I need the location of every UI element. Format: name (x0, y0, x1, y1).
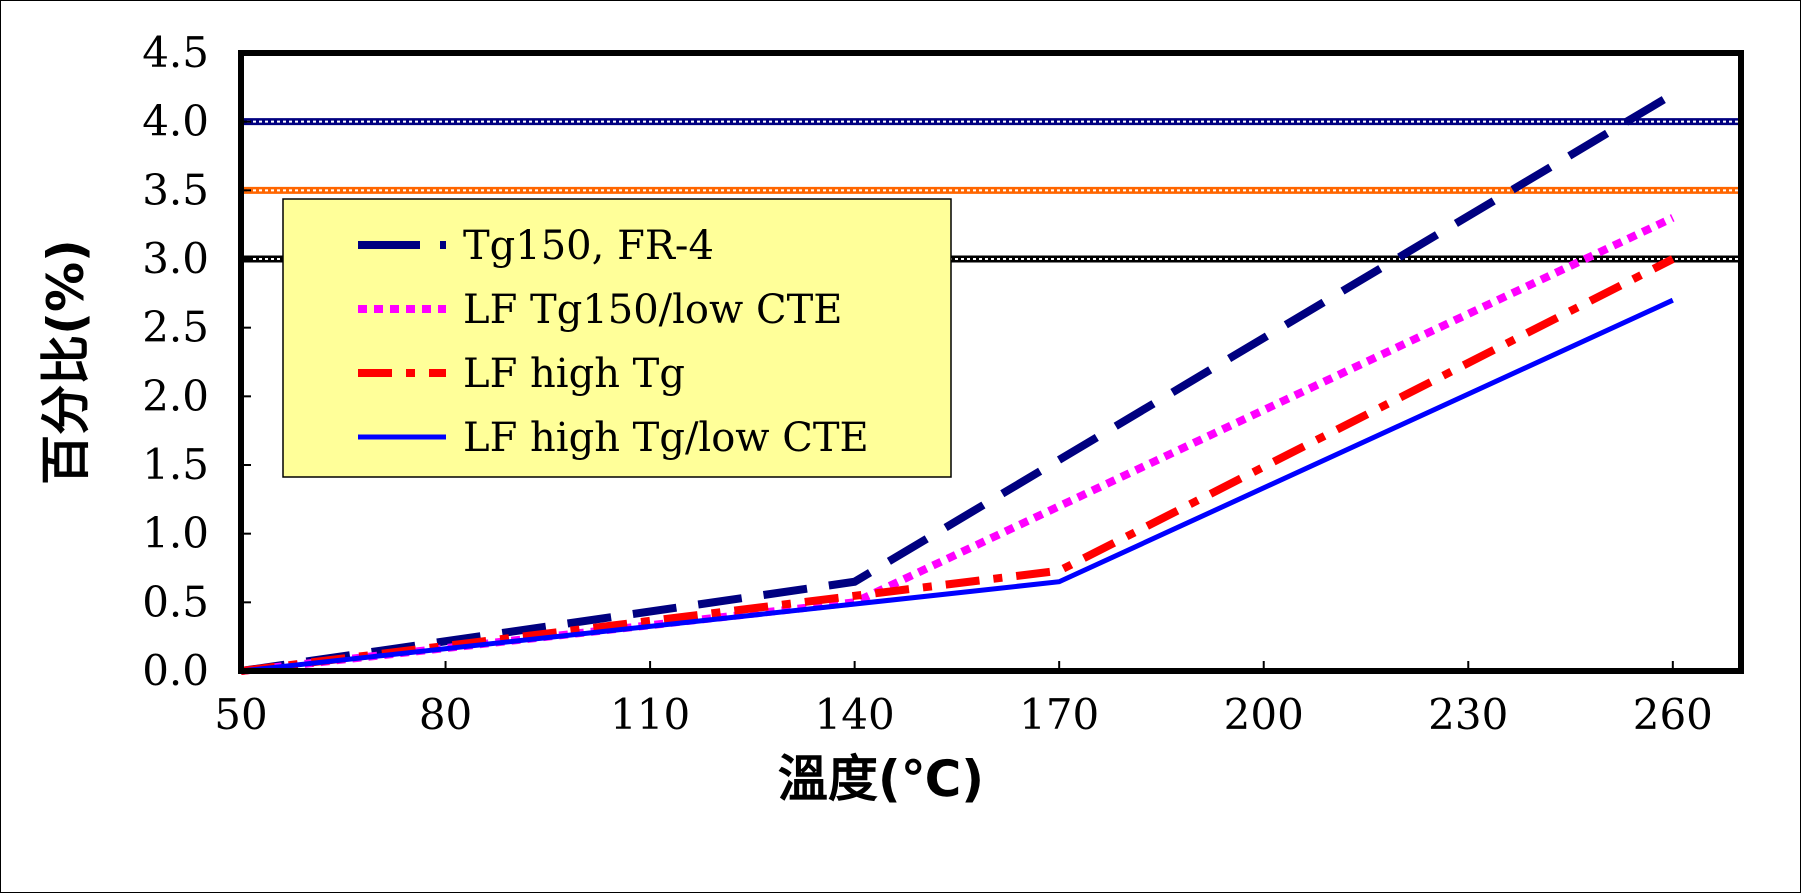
legend: Tg150, FR-4 LF Tg150/low CTE LF high Tg LF … (282, 198, 952, 478)
series-line-1 (240, 214, 1675, 675)
x-tick-label: 140 (815, 690, 895, 739)
y-tick-label: 0.5 (142, 577, 209, 626)
x-tick-label: 200 (1224, 690, 1304, 739)
series-line-2 (240, 255, 1675, 675)
y-tick-label: 4.5 (142, 28, 209, 77)
y-tick-label: 0.0 (142, 646, 209, 695)
y-tick-label: 1.5 (142, 440, 209, 489)
y-tick-label: 3.0 (142, 234, 209, 283)
y-tick-label: 1.0 (142, 509, 209, 558)
x-tick-label: 110 (610, 690, 690, 739)
x-tick-label: 170 (1019, 690, 1099, 739)
x-tick-label: 230 (1428, 690, 1508, 739)
legend-label-1: LF Tg150/low CTE (463, 287, 842, 333)
y-axis-title: 百分比(%) (37, 239, 95, 485)
legend-label-0: Tg150, FR-4 (463, 223, 714, 269)
series-line-0 (240, 90, 1675, 675)
x-tick-label: 260 (1633, 690, 1713, 739)
legend-label-3: LF high Tg/low CTE (463, 415, 869, 461)
legend-label-2: LF high Tg (463, 351, 685, 397)
x-tick-label: 50 (214, 690, 267, 739)
x-axis-title: 溫度(℃) (778, 750, 984, 808)
x-tick-label: 80 (419, 690, 472, 739)
y-tick-label: 3.5 (142, 165, 209, 214)
series-line-3 (240, 297, 1674, 674)
y-tick-label: 2.5 (142, 303, 209, 352)
plot-border (238, 50, 1744, 674)
y-tick-label: 4.0 (142, 97, 209, 146)
y-tick-label: 2.0 (142, 371, 209, 420)
